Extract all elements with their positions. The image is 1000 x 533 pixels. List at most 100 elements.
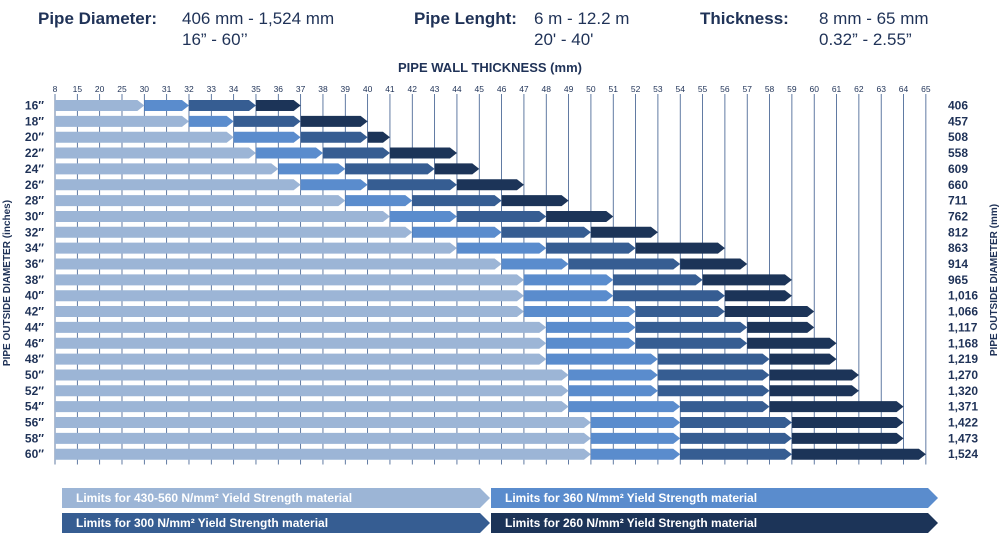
- x-tick-label: 49: [564, 84, 574, 94]
- y-axis-label-left: PIPE OUTSIDE DIAMETER (inches): [2, 200, 13, 366]
- row-label-inches: 36″: [25, 257, 44, 271]
- bar-segment: [55, 306, 524, 318]
- x-tick-label: 47: [519, 84, 529, 94]
- bar-segment: [456, 210, 547, 222]
- bar-segment: [55, 147, 256, 159]
- row-label-mm: 660: [948, 178, 968, 192]
- bar-segment: [300, 115, 368, 127]
- bar-segment: [55, 179, 301, 191]
- row-label-inches: 38″: [25, 273, 44, 287]
- legend-260-band: [491, 513, 938, 533]
- row-label-inches: 20″: [25, 130, 44, 144]
- row-label-mm: 762: [948, 209, 968, 223]
- x-tick-label: 40: [363, 84, 373, 94]
- bar-segment: [300, 179, 368, 191]
- row-label-mm: 1,422: [948, 416, 978, 430]
- bar-segment: [747, 337, 837, 349]
- bar-segment: [55, 195, 346, 207]
- bar-segment: [523, 306, 636, 318]
- row-label-mm: 1,320: [948, 384, 978, 398]
- bar-segment: [769, 353, 837, 365]
- x-tick-label: 8: [53, 84, 58, 94]
- legend-300-label: Limits for 300 N/mm² Yield Strength mate…: [76, 516, 329, 530]
- x-tick-label: 33: [207, 84, 217, 94]
- x-tick-label: 56: [720, 84, 730, 94]
- row-label-inches: 50″: [25, 368, 44, 382]
- bar-segment: [278, 163, 346, 175]
- chart-bars: [55, 100, 926, 460]
- row-label-mm: 1,371: [948, 400, 978, 414]
- legend-430-560: Limits for 430-560 N/mm² Yield Strength …: [62, 488, 490, 508]
- bar-segment: [55, 385, 569, 397]
- bar-segment: [55, 258, 502, 270]
- bar-segment: [501, 226, 591, 238]
- row-label-mm: 863: [948, 241, 968, 255]
- row-label-mm: 508: [948, 130, 968, 144]
- row-label-mm: 1,117: [948, 320, 978, 334]
- x-tick-label: 54: [676, 84, 686, 94]
- bar-segment: [546, 210, 614, 222]
- bar-segment: [590, 226, 658, 238]
- spec-thickness-label: Thickness:: [700, 9, 789, 28]
- bar-segment: [523, 290, 614, 302]
- bar-segment: [680, 448, 792, 460]
- x-tick-labels: 8 15 20 25 30 31 32 33 34 35 36 37 38 39 40 41 42 43 44 45 4…: [53, 84, 931, 94]
- bar-segment: [188, 100, 256, 111]
- x-tick-label: 48: [542, 84, 552, 94]
- row-label-inches: 46″: [25, 336, 44, 350]
- bar-segment: [55, 401, 569, 413]
- x-tick-label: 52: [631, 84, 641, 94]
- bar-segment: [523, 274, 614, 286]
- spec-diameter-value-mm: 406 mm - 1,524 mm: [182, 9, 335, 28]
- bar-segment: [724, 306, 815, 318]
- row-label-mm: 1,524: [948, 447, 978, 461]
- row-labels-inches: 16″18″ 20″ 22″ 24″ 26″ 28″30″ 32″ 34″ 36″ 38″ 40″ 4…: [25, 99, 44, 462]
- row-label-inches: 18″: [25, 114, 44, 128]
- bar-segment: [568, 385, 658, 397]
- bar-segment: [657, 369, 770, 381]
- legend-360-label: Limits for 360 N/mm² Yield Strength mate…: [505, 491, 758, 505]
- row-label-mm: 711: [948, 194, 968, 208]
- bar-segment: [590, 432, 681, 444]
- bar-segment: [322, 147, 390, 159]
- x-tick-label: 44: [452, 84, 462, 94]
- row-label-inches: 34″: [25, 241, 44, 255]
- x-tick-label: 53: [653, 84, 663, 94]
- bar-segment: [233, 131, 301, 143]
- x-tick-label: 37: [296, 84, 306, 94]
- row-label-inches: 54″: [25, 400, 44, 414]
- x-tick-label: 60: [809, 84, 819, 94]
- bar-segment: [255, 147, 323, 159]
- legend-430-560-band: [62, 488, 490, 508]
- x-tick-label: 41: [385, 84, 395, 94]
- row-label-inches: 52″: [25, 384, 44, 398]
- bar-segment: [412, 226, 502, 238]
- bar-segment: [55, 432, 591, 444]
- row-label-mm: 609: [948, 162, 968, 176]
- x-tick-label: 45: [475, 84, 485, 94]
- bar-segment: [389, 210, 457, 222]
- x-tick-label: 61: [832, 84, 842, 94]
- row-label-mm: 965: [948, 273, 968, 287]
- bar-segment: [724, 290, 792, 302]
- bar-segment: [613, 290, 725, 302]
- row-label-mm: 812: [948, 225, 968, 239]
- bar-segment: [635, 337, 748, 349]
- bar-segment: [568, 258, 681, 270]
- bar-segment: [55, 242, 457, 254]
- row-label-mm: 1,270: [948, 368, 978, 382]
- row-label-inches: 60″: [25, 447, 44, 461]
- x-tick-label: 51: [609, 84, 619, 94]
- legend-300: Limits for 300 N/mm² Yield Strength mate…: [62, 513, 490, 533]
- row-label-mm: 1,168: [948, 336, 978, 350]
- row-label-mm: 1,219: [948, 352, 978, 366]
- bar-segment: [635, 242, 725, 254]
- row-label-inches: 30″: [25, 209, 44, 223]
- bar-segment: [657, 385, 770, 397]
- bar-segment: [55, 131, 234, 143]
- bar-segment: [55, 115, 189, 127]
- bar-segment: [769, 369, 859, 381]
- bar-segment: [255, 100, 301, 111]
- row-label-inches: 28″: [25, 194, 44, 208]
